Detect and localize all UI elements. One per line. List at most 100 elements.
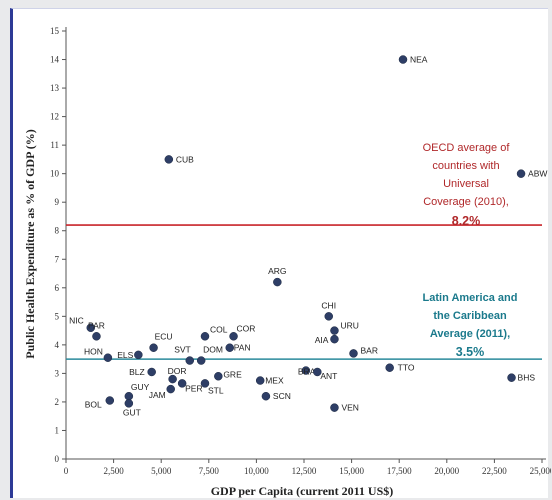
point-dom: [196, 356, 206, 365]
point-hon: [103, 353, 113, 362]
oecd-annotation-line: countries with: [432, 160, 499, 172]
point-bol: [105, 396, 115, 405]
point-label-scn: SCN: [273, 391, 291, 401]
point-chi: [324, 312, 334, 321]
chart-frame: 0 1 2 3 4 5 6 7 8 9 10 11 12 13 14 15 0 2,500 5,000 7,500 10…: [10, 8, 551, 498]
point-label-nea: NEA: [410, 55, 428, 65]
x-tick-label: 15,000: [339, 466, 364, 476]
point-label-abw: ABW: [528, 169, 547, 179]
point-ant: [313, 367, 322, 377]
point-svt: [185, 356, 195, 365]
point-cor: [229, 332, 238, 341]
oecd-annotation-line: 8.2%: [452, 214, 481, 228]
x-tick-label: 22,500: [482, 466, 507, 476]
point-label-dom: DOM: [203, 345, 223, 355]
point-label-chi: CHI: [321, 300, 336, 310]
point-bra: [301, 366, 311, 375]
y-tick-label: 3: [55, 368, 60, 378]
lac-annotation-line: 3.5%: [456, 345, 485, 359]
point-label-svt: SVT: [174, 345, 191, 355]
point-label-ven: VEN: [341, 403, 358, 413]
point-scn: [261, 391, 271, 401]
point-label-hon: HON: [84, 347, 103, 357]
point-label-gut: GUT: [123, 407, 141, 417]
point-label-per: PER: [185, 383, 202, 393]
point-stl: [200, 379, 210, 388]
point-label-arg: ARG: [268, 266, 286, 276]
point-label-tto: TTO: [398, 363, 415, 373]
x-tick-label: 10,000: [244, 466, 269, 476]
point-tto: [385, 363, 394, 372]
x-tick-label: 2,500: [103, 466, 124, 476]
point-gut: [124, 399, 134, 408]
x-tick-label: 25,000: [530, 466, 551, 476]
point-label-cub: CUB: [176, 154, 194, 164]
x-tick-label: 20,000: [434, 466, 459, 476]
oecd-annotation-line: Coverage (2010),: [423, 196, 509, 208]
point-label-col: COL: [210, 324, 228, 334]
point-blz: [147, 367, 156, 377]
point-label-nic: NIC: [69, 316, 84, 326]
point-bhs: [507, 373, 516, 382]
data-points: NEA CUB ABW ARG CHI URU AIA BAR NIC PAR COL COR ECU P…: [69, 55, 547, 418]
point-label-ecu: ECU: [155, 332, 173, 342]
point-nea: [398, 55, 408, 64]
point-label-guy: GUY: [131, 382, 150, 392]
point-label-jam: JAM: [149, 390, 166, 400]
point-arg: [273, 277, 282, 287]
point-gre: [214, 372, 223, 381]
point-els: [134, 350, 143, 360]
point-mex: [255, 376, 265, 385]
annotations: OECD average of countries with Universal Co…: [423, 142, 518, 359]
point-col: [200, 332, 210, 341]
point-cub: [164, 155, 174, 164]
point-dor: [168, 374, 177, 384]
point-bar: [349, 349, 358, 358]
point-label-mex: MEX: [265, 376, 284, 386]
y-tick-label: 15: [50, 26, 60, 36]
point-par: [92, 332, 101, 341]
point-abw: [516, 169, 526, 178]
point-label-uru: URU: [340, 321, 358, 331]
x-tick-label: 12,500: [292, 466, 317, 476]
oecd-annotation-line: Universal: [443, 178, 489, 190]
point-pan: [225, 343, 234, 352]
point-guy: [124, 391, 134, 401]
point-label-dor: DOR: [168, 366, 187, 376]
y-tick-label: 6: [55, 283, 60, 293]
point-label-blz: BLZ: [129, 367, 145, 377]
y-tick-label: 5: [55, 311, 60, 321]
point-label-par: PAR: [88, 320, 105, 330]
y-tick-label: 8: [55, 226, 60, 236]
point-nic: [86, 323, 96, 332]
y-tick-label: 0: [55, 454, 60, 464]
point-aia: [330, 334, 339, 344]
x-axis-title: GDP per Capita (current 2011 US$): [211, 484, 394, 498]
point-label-bhs: BHS: [518, 373, 536, 383]
x-tick-label: 17,500: [387, 466, 412, 476]
y-axis-title: Public Health Expenditure as % of GDP (%…: [23, 129, 37, 358]
point-label-bar: BAR: [361, 345, 378, 355]
lac-annotation-line: the Caribbean: [433, 310, 507, 322]
y-tick-label: 13: [50, 83, 60, 93]
point-label-cor: COR: [237, 323, 256, 333]
y-tick-label: 1: [55, 425, 60, 435]
point-per: [177, 379, 187, 388]
point-uru: [330, 326, 339, 335]
reference-lines: [66, 224, 542, 360]
point-ven: [330, 403, 339, 412]
lac-annotation-line: Average (2011),: [430, 328, 510, 340]
lac-annotation-line: Latin America and: [423, 292, 518, 304]
y-tick-label: 4: [55, 340, 60, 350]
x-tick-label: 7,500: [199, 466, 220, 476]
y-tick-label: 10: [50, 169, 60, 179]
point-label-bra: BRA: [298, 367, 316, 377]
y-tick-label: 14: [50, 55, 60, 65]
x-tick-label: 0: [64, 466, 69, 476]
point-label-stl: STL: [208, 385, 224, 395]
point-label-bol: BOL: [85, 400, 102, 410]
y-tick-label: 9: [55, 197, 60, 207]
y-tick-label: 11: [50, 140, 59, 150]
